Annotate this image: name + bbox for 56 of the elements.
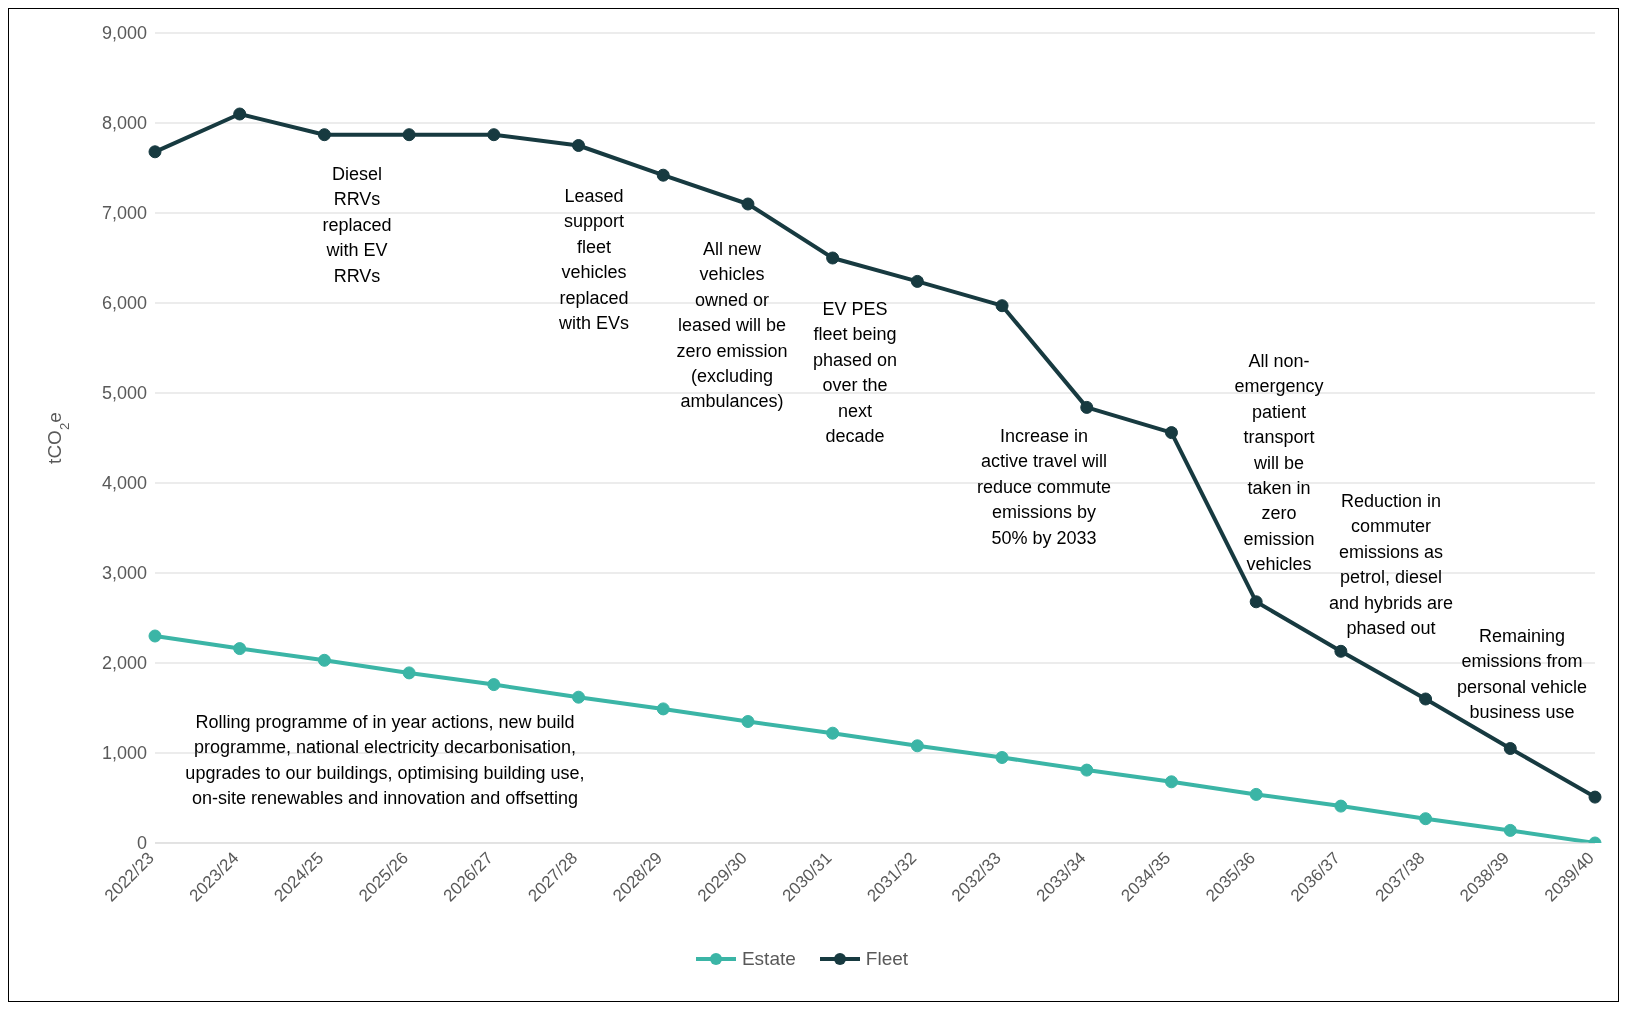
y-tick-label: 3,000 [101,563,147,584]
point [402,128,416,142]
point [656,168,670,182]
point [1419,812,1433,826]
point [1164,426,1178,440]
point [1503,823,1517,837]
y-tick-label: 9,000 [101,23,147,44]
point [995,299,1009,313]
point [1588,790,1602,804]
legend-label: Fleet [864,948,909,970]
point [233,642,247,656]
point [1080,400,1094,414]
annotation: EV PES fleet being phased on over the next decade [812,298,898,449]
text: All non- emergency patient transport will be taken in zero emission vehicles [1234,351,1324,575]
point [402,666,416,680]
point [741,197,755,211]
point [995,751,1009,764]
annotation: Leased support fleet vehicles replaced with EVs [558,185,630,336]
point [1334,799,1348,813]
point [1503,742,1517,755]
annotation: Reduction in commuter emissions as petrol, diesel and hybrids are phased out [1328,490,1454,641]
annotation: Remaining emissions from personal vehicle business use [1456,625,1588,725]
y-tick-label: 6,000 [101,293,147,314]
y-tick-label: 4,000 [101,473,147,494]
point [1080,763,1094,777]
y-tick-label: 0 [136,833,147,854]
legend-label: Estate [740,948,796,970]
annotation: Rolling programme of in year actions, new build programme, national electricity decarbonisation, upgrades to our buildings, optimising building use, on-site renewables and innovation and offsetting [185,711,585,811]
point [656,702,670,716]
point [1249,787,1263,801]
point [910,739,924,753]
point [910,274,924,288]
point [148,629,162,643]
point [826,251,840,265]
y-tick-label: 1,000 [101,743,147,764]
annotation: Increase in active travel will reduce commute emissions by 50% by 2033 [976,425,1112,550]
point [317,653,331,667]
point [572,139,586,152]
y-tick-label: 5,000 [101,383,147,404]
point [487,128,501,142]
annotation: All new vehicles owned or leased will be zero emission (excluding ambulances) [676,238,788,414]
point [572,690,586,704]
point [1164,775,1178,789]
point [1334,644,1348,658]
point [1419,692,1433,706]
point [233,107,247,121]
point [317,128,331,142]
point [741,715,755,728]
point [148,145,162,159]
y-tick-label: 7,000 [101,203,147,224]
point [826,726,840,740]
y-tick-label: 8,000 [101,113,147,134]
y-tick-label: 2,000 [101,653,147,674]
annotation: Diesel RRVs replaced with EV RRVs [322,163,392,288]
point [1249,595,1263,609]
point [487,678,501,692]
